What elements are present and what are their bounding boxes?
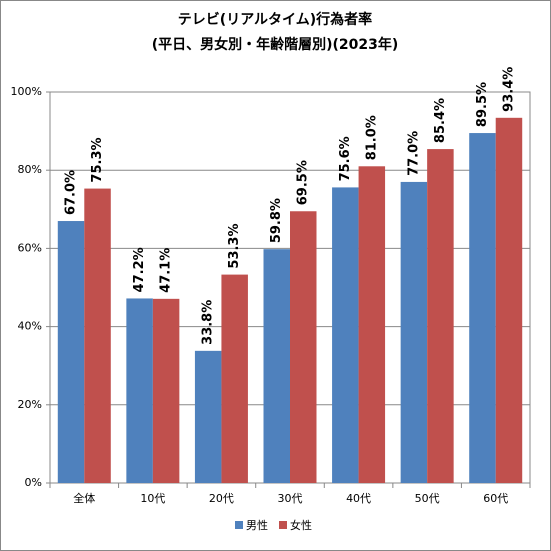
bar: [152, 298, 180, 483]
x-tick-label: 50代: [415, 492, 440, 505]
value-label: 47.1%: [159, 248, 174, 293]
bar: [84, 188, 111, 483]
x-tick-label: 20代: [209, 492, 234, 505]
value-label: 89.5%: [475, 82, 490, 127]
bar: [495, 117, 523, 483]
chart-title: テレビ(リアルタイム)行為者率: [178, 11, 372, 28]
value-label: 33.8%: [201, 300, 216, 345]
bar: [332, 187, 359, 484]
bar: [400, 181, 428, 483]
value-label: 93.4%: [501, 67, 516, 112]
value-label: 59.8%: [269, 198, 284, 243]
x-tick-label: 60代: [483, 492, 508, 505]
legend-label: 女性: [290, 518, 312, 532]
x-tick-label: 30代: [278, 492, 303, 505]
value-label: 77.0%: [406, 131, 421, 176]
y-tick-label: 60%: [18, 241, 42, 254]
value-label: 75.3%: [90, 137, 105, 182]
y-tick-label: 80%: [18, 163, 42, 176]
value-label: 85.4%: [433, 98, 448, 143]
x-tick-label: 40代: [346, 492, 371, 505]
bar: [194, 350, 222, 483]
legend-swatch: [279, 521, 287, 529]
bar: [57, 221, 85, 483]
value-label: 67.0%: [64, 170, 79, 215]
bar: [126, 298, 153, 483]
value-label: 47.2%: [132, 247, 147, 292]
bar: [290, 211, 317, 483]
y-tick-label: 100%: [11, 85, 42, 98]
x-tick-label: 10代: [140, 492, 165, 505]
bar: [469, 133, 496, 483]
bar: [358, 166, 386, 484]
y-tick-label: 0%: [25, 476, 42, 489]
chart-subtitle: (平日、男女別・年齢階層別)(2023年): [152, 36, 399, 53]
value-label: 81.0%: [364, 115, 379, 160]
y-tick-label: 40%: [18, 320, 42, 333]
bar: [263, 249, 290, 483]
value-label: 69.5%: [296, 160, 311, 205]
bar: [221, 274, 248, 483]
value-label: 53.3%: [227, 223, 242, 268]
legend-label: 男性: [246, 518, 268, 532]
bar: [427, 149, 454, 483]
value-label: 75.6%: [338, 136, 353, 181]
legend-swatch: [235, 521, 243, 529]
y-tick-label: 20%: [18, 398, 42, 411]
x-tick-label: 全体: [73, 491, 95, 505]
